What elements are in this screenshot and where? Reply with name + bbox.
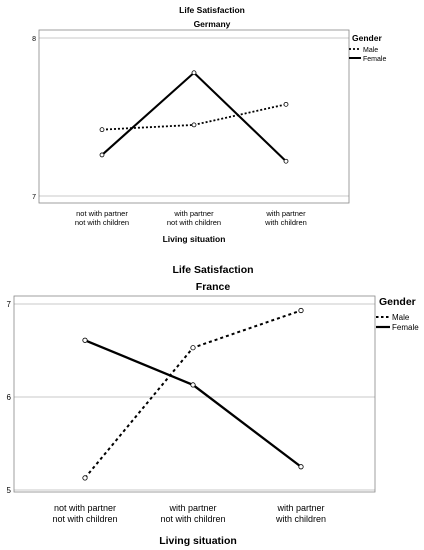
x-tick-label-germany-0-0: not with partner <box>76 209 128 218</box>
plot-frame-france <box>13 295 376 493</box>
y-tick-label-germany-8: 8 <box>32 36 36 43</box>
series-line-germany-female <box>101 71 287 162</box>
y-tick-label-france-7: 7 <box>7 300 12 309</box>
data-point-france-female-0 <box>82 337 88 343</box>
chart-france-x-axis-label: Living situation <box>159 535 237 547</box>
y-tick-label-france-6: 6 <box>7 393 12 402</box>
x-tick-label-france-2-1: with children <box>275 514 326 524</box>
x-tick-label-france-1-0: with partner <box>168 503 216 513</box>
chart-germany-legend-female-label: Female <box>363 56 386 63</box>
data-point-germany-male-2 <box>283 101 289 107</box>
chart-france-subtitle: France <box>196 281 231 293</box>
chart-germany-legend-title: Gender <box>352 33 382 43</box>
chart-france-legend-female-label: Female <box>392 323 419 332</box>
x-tick-label-france-2-0: with partner <box>276 503 324 513</box>
chart-germany-subtitle: Germany <box>194 19 231 29</box>
x-tick-label-germany-1-1: not with children <box>167 218 221 227</box>
x-tick-label-france-0-1: not with children <box>52 514 117 524</box>
chart-france-legend: Gender Male Female <box>376 296 419 332</box>
chart-germany-title: Life Satisfaction <box>179 5 245 15</box>
x-tick-label-germany-0-1: not with children <box>75 218 129 227</box>
data-point-germany-male-1 <box>191 122 197 128</box>
data-point-germany-female-2 <box>283 158 289 164</box>
x-tick-label-germany-2-0: with partner <box>265 209 306 218</box>
x-tick-label-france-0-0: not with partner <box>54 503 116 513</box>
x-tick-label-germany-1-0: with partner <box>173 209 214 218</box>
chart-france-title: Life Satisfaction <box>172 264 253 276</box>
data-point-france-male-2 <box>298 307 304 314</box>
chart-france: Life Satisfaction France 7 6 5 not with par… <box>7 264 420 547</box>
data-point-germany-female-0 <box>99 152 105 158</box>
chart-germany-legend: Gender Male Female <box>349 33 386 63</box>
x-tick-label-france-1-1: not with children <box>160 514 225 524</box>
data-point-germany-male-0 <box>99 127 105 133</box>
data-point-france-female-1 <box>190 382 196 388</box>
chart-germany-x-axis-label: Living situation <box>163 234 226 244</box>
y-tick-label-germany-7: 7 <box>32 194 36 201</box>
data-point-germany-female-1 <box>191 70 197 76</box>
series-line-france-male <box>84 309 302 479</box>
data-point-france-male-1 <box>190 345 196 351</box>
chart-france-legend-title: Gender <box>379 296 416 308</box>
chart-germany-legend-male-label: Male <box>363 47 378 54</box>
chart-france-legend-male-label: Male <box>392 313 410 322</box>
y-tick-label-france-5: 5 <box>7 486 12 495</box>
data-point-france-male-0 <box>82 475 88 481</box>
plot-frame-germany <box>38 29 350 204</box>
series-line-france-female <box>84 339 302 468</box>
x-tick-label-germany-2-1: with children <box>264 218 307 227</box>
chart-germany: Life Satisfaction Germany 8 7 not with par… <box>32 5 386 244</box>
data-point-france-female-2 <box>298 464 304 470</box>
